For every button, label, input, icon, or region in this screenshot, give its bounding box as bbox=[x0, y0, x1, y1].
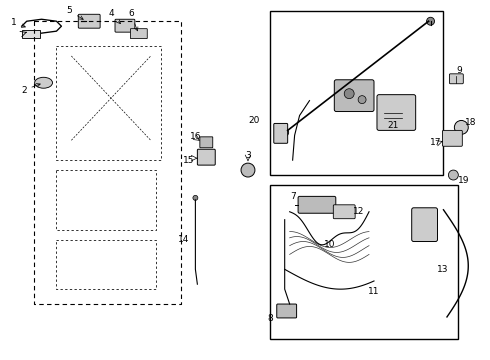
Circle shape bbox=[427, 17, 435, 25]
Text: 4: 4 bbox=[108, 9, 121, 24]
FancyBboxPatch shape bbox=[78, 14, 100, 28]
Circle shape bbox=[454, 121, 468, 134]
FancyBboxPatch shape bbox=[130, 29, 147, 39]
Text: 10: 10 bbox=[323, 240, 335, 249]
FancyBboxPatch shape bbox=[298, 196, 336, 213]
Text: 6: 6 bbox=[128, 9, 138, 31]
Text: 3: 3 bbox=[245, 151, 251, 160]
Text: 1: 1 bbox=[11, 18, 25, 27]
Circle shape bbox=[448, 170, 458, 180]
Text: 21: 21 bbox=[387, 121, 398, 130]
Bar bbox=[22, 30, 40, 38]
Circle shape bbox=[193, 195, 198, 201]
Text: 13: 13 bbox=[437, 265, 448, 274]
Text: 14: 14 bbox=[178, 235, 189, 244]
Bar bbox=[270, 11, 443, 175]
FancyBboxPatch shape bbox=[277, 304, 296, 318]
FancyBboxPatch shape bbox=[274, 123, 288, 143]
FancyBboxPatch shape bbox=[449, 74, 464, 84]
Circle shape bbox=[241, 163, 255, 177]
Text: 12: 12 bbox=[353, 207, 365, 216]
FancyBboxPatch shape bbox=[334, 80, 374, 112]
Text: 20: 20 bbox=[248, 116, 260, 125]
FancyBboxPatch shape bbox=[197, 149, 215, 165]
Ellipse shape bbox=[35, 77, 52, 88]
Circle shape bbox=[358, 96, 366, 104]
Text: 18: 18 bbox=[465, 118, 476, 127]
Text: 5: 5 bbox=[67, 6, 83, 19]
Text: 11: 11 bbox=[368, 287, 380, 296]
Text: 8: 8 bbox=[267, 314, 272, 323]
FancyBboxPatch shape bbox=[377, 95, 416, 130]
FancyBboxPatch shape bbox=[200, 137, 213, 148]
Text: 17: 17 bbox=[430, 138, 441, 147]
Bar bbox=[270, 185, 458, 339]
Circle shape bbox=[281, 129, 289, 136]
Text: 7: 7 bbox=[290, 192, 295, 201]
FancyBboxPatch shape bbox=[412, 208, 438, 242]
Text: 9: 9 bbox=[457, 66, 462, 75]
FancyBboxPatch shape bbox=[442, 130, 462, 146]
Circle shape bbox=[344, 89, 354, 99]
Text: 15: 15 bbox=[183, 156, 194, 165]
Text: 16: 16 bbox=[190, 132, 201, 141]
FancyBboxPatch shape bbox=[115, 19, 135, 32]
FancyBboxPatch shape bbox=[333, 205, 355, 219]
Text: 2: 2 bbox=[21, 84, 40, 95]
Text: 19: 19 bbox=[458, 176, 469, 185]
